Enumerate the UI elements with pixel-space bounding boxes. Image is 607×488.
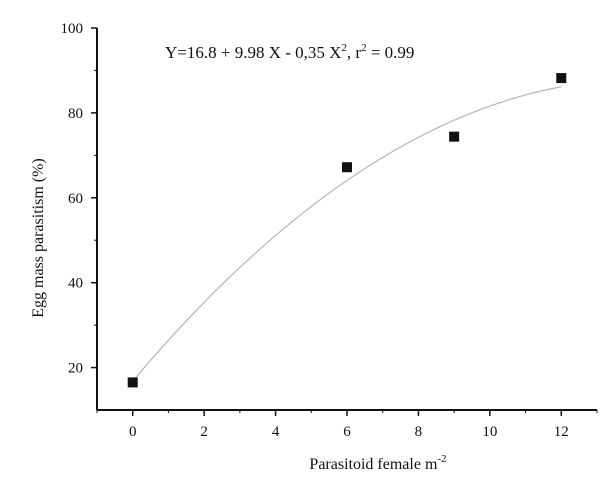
x-tick-label: 12 (554, 424, 569, 440)
y-tick-label: 80 (68, 106, 83, 122)
x-tick-label: 0 (129, 424, 137, 440)
y-tick-label: 20 (68, 361, 83, 377)
x-tick-label: 6 (343, 424, 351, 440)
x-tick-label: 2 (200, 424, 208, 440)
data-point (342, 162, 352, 173)
fit-curve (132, 86, 562, 382)
data-points (127, 73, 567, 388)
y-tick-label: 60 (68, 191, 83, 207)
data-point (449, 131, 460, 142)
x-ticks: 0 2 4 6 8 10 12 (96, 410, 598, 440)
y-axis-title: Egg mass parasitism (%) (30, 158, 47, 318)
y-tick-label: 100 (61, 21, 84, 37)
y-tick-label: 40 (68, 276, 83, 292)
x-tick-label: 4 (272, 424, 280, 440)
x-tick-label: 8 (415, 424, 423, 440)
data-point (556, 73, 567, 84)
axes (96, 28, 597, 411)
regression-equation: Y=16.8 + 9.98 X - 0,35 X2, r2 = 0.99 (165, 42, 414, 62)
x-axis-title: Parasitoid female m-2 (309, 453, 446, 473)
y-ticks: 20 40 60 80 100 (61, 21, 97, 377)
x-tick-label: 10 (482, 424, 497, 440)
data-point (127, 377, 138, 388)
